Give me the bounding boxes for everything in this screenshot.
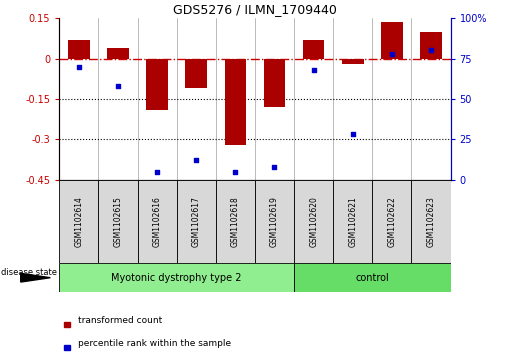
Point bbox=[349, 131, 357, 137]
Bar bbox=[411, 180, 451, 263]
Text: GSM1102622: GSM1102622 bbox=[387, 196, 397, 247]
Bar bbox=[177, 180, 216, 263]
Bar bbox=[264, 58, 285, 107]
Bar bbox=[68, 40, 90, 58]
Point bbox=[114, 83, 122, 89]
Text: GSM1102614: GSM1102614 bbox=[74, 196, 83, 247]
Text: GSM1102616: GSM1102616 bbox=[152, 196, 162, 247]
Point bbox=[192, 158, 200, 163]
Text: GSM1102615: GSM1102615 bbox=[113, 196, 123, 247]
Text: transformed count: transformed count bbox=[78, 316, 162, 325]
Bar bbox=[185, 58, 207, 88]
Text: GSM1102623: GSM1102623 bbox=[426, 196, 436, 247]
Bar bbox=[294, 263, 451, 292]
Text: GSM1102621: GSM1102621 bbox=[348, 196, 357, 247]
Text: disease state: disease state bbox=[1, 268, 57, 277]
Bar bbox=[255, 180, 294, 263]
Bar bbox=[294, 180, 333, 263]
Bar bbox=[372, 180, 411, 263]
Text: GSM1102617: GSM1102617 bbox=[192, 196, 201, 247]
Polygon shape bbox=[21, 273, 50, 282]
Text: control: control bbox=[355, 273, 389, 283]
Point bbox=[427, 48, 435, 53]
Bar bbox=[225, 58, 246, 145]
Bar bbox=[333, 180, 372, 263]
Bar bbox=[98, 180, 138, 263]
Bar bbox=[342, 58, 364, 64]
Bar bbox=[138, 180, 177, 263]
Point bbox=[310, 67, 318, 73]
Bar bbox=[146, 58, 168, 110]
Point bbox=[231, 169, 239, 175]
Bar bbox=[216, 180, 255, 263]
Bar bbox=[64, 345, 70, 350]
Bar bbox=[64, 322, 70, 327]
Text: GSM1102620: GSM1102620 bbox=[309, 196, 318, 247]
Bar bbox=[59, 263, 294, 292]
Point bbox=[388, 51, 396, 57]
Bar bbox=[59, 180, 98, 263]
Text: GSM1102618: GSM1102618 bbox=[231, 196, 240, 247]
Text: GSM1102619: GSM1102619 bbox=[270, 196, 279, 247]
Bar bbox=[303, 40, 324, 58]
Point bbox=[75, 64, 83, 70]
Text: percentile rank within the sample: percentile rank within the sample bbox=[78, 339, 231, 347]
Point bbox=[270, 164, 279, 170]
Bar bbox=[107, 48, 129, 58]
Bar bbox=[420, 32, 442, 58]
Title: GDS5276 / ILMN_1709440: GDS5276 / ILMN_1709440 bbox=[173, 3, 337, 16]
Text: Myotonic dystrophy type 2: Myotonic dystrophy type 2 bbox=[111, 273, 242, 283]
Bar bbox=[381, 22, 403, 58]
Point bbox=[153, 169, 161, 175]
